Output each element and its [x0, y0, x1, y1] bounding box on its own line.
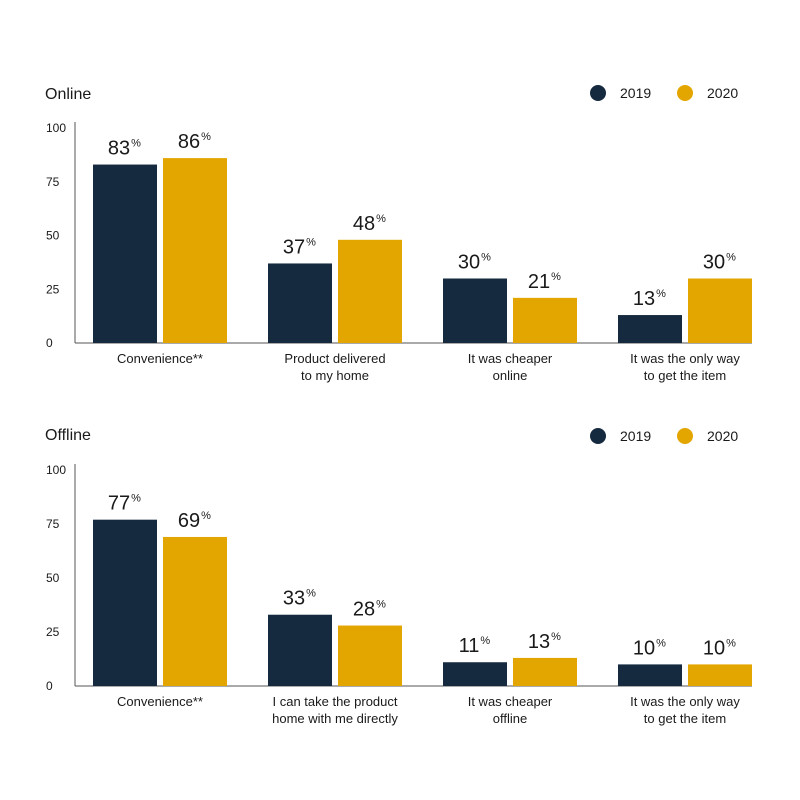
y-tick-label: 100: [46, 463, 66, 477]
y-tick-label: 75: [46, 175, 60, 189]
bar-2020-1: [338, 239, 402, 343]
data-label-unit: %: [656, 637, 666, 649]
data-label-unit: %: [480, 635, 490, 647]
legend-swatch-2019: [590, 85, 606, 101]
chart-title: Offline: [45, 427, 91, 444]
y-tick-label: 100: [46, 121, 66, 135]
data-label-2020-3: 30: [703, 252, 725, 274]
category-label: Convenience**: [117, 351, 203, 366]
data-label-2020-3: 10: [703, 637, 725, 659]
bar-2019-0: [93, 519, 157, 686]
bar-2019-3: [618, 315, 682, 343]
data-label-unit: %: [131, 493, 141, 505]
legend-label-2020: 2020: [707, 85, 738, 101]
legend-label-2019: 2019: [620, 85, 651, 101]
data-label-unit: %: [306, 588, 316, 600]
y-tick-label: 0: [46, 679, 53, 693]
category-label: Product delivered: [284, 351, 385, 366]
chart-title: Online: [45, 86, 91, 103]
y-tick-label: 75: [46, 517, 60, 531]
data-label-unit: %: [376, 599, 386, 611]
category-label: I can take the product: [272, 694, 397, 709]
category-label: It was cheaper: [468, 351, 553, 366]
bar-2020-0: [163, 158, 227, 343]
category-label: online: [493, 368, 528, 383]
data-label-2019-3: 13: [633, 288, 655, 310]
data-label-unit: %: [481, 252, 491, 264]
data-label-2019-2: 11: [459, 635, 480, 657]
data-label-unit: %: [551, 631, 561, 643]
category-label: to get the item: [644, 711, 726, 726]
bar-2019-3: [618, 664, 682, 686]
bar-2019-2: [443, 662, 507, 686]
category-label: It was the only way: [630, 351, 740, 366]
data-label-unit: %: [201, 510, 211, 522]
legend-swatch-2019: [590, 428, 606, 444]
data-label-unit: %: [201, 131, 211, 143]
category-label: It was cheaper: [468, 694, 553, 709]
data-label-unit: %: [726, 637, 736, 649]
data-label-2020-0: 86: [178, 131, 200, 153]
y-tick-label: 25: [46, 282, 60, 296]
data-label-unit: %: [551, 271, 561, 283]
bar-2019-1: [268, 263, 332, 343]
bar-2020-3: [688, 664, 752, 686]
y-tick-label: 50: [46, 571, 60, 585]
data-label-unit: %: [306, 236, 316, 248]
legend-label-2020: 2020: [707, 428, 738, 444]
bar-2019-1: [268, 614, 332, 686]
data-label-2020-1: 48: [353, 213, 375, 235]
data-label-2019-2: 30: [458, 252, 480, 274]
y-tick-label: 0: [46, 336, 53, 350]
category-label: to my home: [301, 368, 369, 383]
bar-2020-2: [513, 657, 577, 686]
legend-label-2019: 2019: [620, 428, 651, 444]
data-label-unit: %: [726, 252, 736, 264]
legend-swatch-2020: [677, 428, 693, 444]
bar-2020-2: [513, 297, 577, 343]
data-label-2019-1: 37: [283, 236, 305, 258]
data-label-2020-2: 13: [528, 631, 550, 653]
category-label: to get the item: [644, 368, 726, 383]
y-tick-label: 25: [46, 625, 60, 639]
bar-2020-1: [338, 625, 402, 686]
data-label-2020-0: 69: [178, 510, 200, 532]
data-label-2020-2: 21: [528, 271, 550, 293]
data-label-2019-0: 77: [108, 493, 130, 515]
bar-2019-2: [443, 278, 507, 343]
bar-2020-0: [163, 536, 227, 686]
legend-swatch-2020: [677, 85, 693, 101]
bar-2020-3: [688, 278, 752, 343]
data-label-2020-1: 28: [353, 599, 375, 621]
bar-2019-0: [93, 164, 157, 343]
data-label-2019-3: 10: [633, 637, 655, 659]
category-label: home with me directly: [272, 711, 398, 726]
data-label-unit: %: [131, 138, 141, 150]
y-tick-label: 50: [46, 229, 60, 243]
data-label-2019-0: 83: [108, 138, 130, 160]
category-label: offline: [493, 711, 527, 726]
data-label-unit: %: [656, 288, 666, 300]
category-label: It was the only way: [630, 694, 740, 709]
category-label: Convenience**: [117, 694, 203, 709]
data-label-unit: %: [376, 213, 386, 225]
data-label-2019-1: 33: [283, 588, 305, 610]
